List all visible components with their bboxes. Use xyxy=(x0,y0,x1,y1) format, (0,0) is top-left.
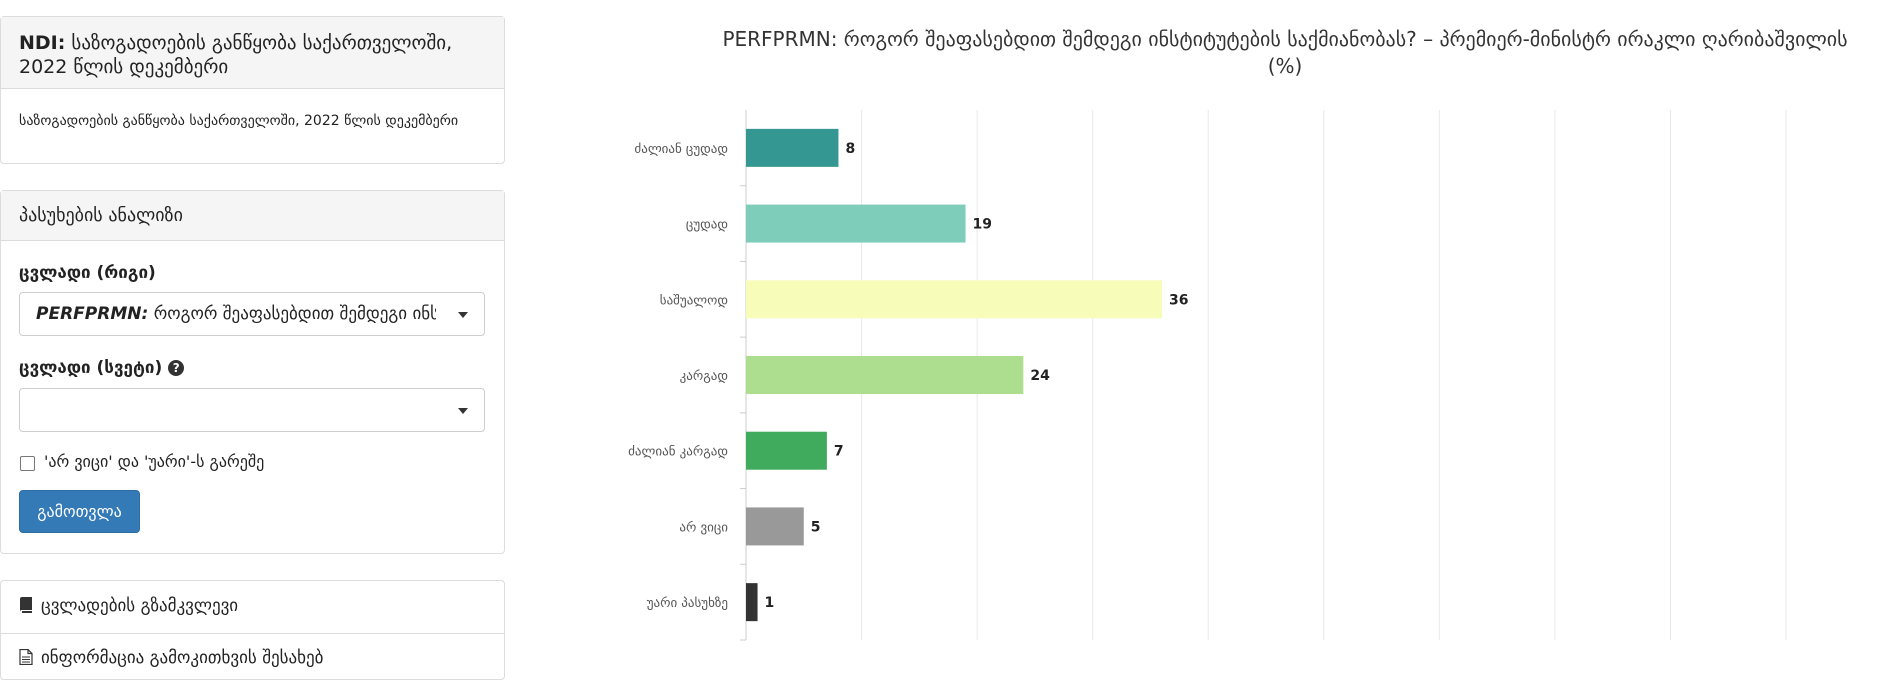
category-label: არ ვიცი xyxy=(679,520,728,535)
row-variable-text: როგორ შეაფასებდით შემდეგი ინსტიტ xyxy=(153,304,436,324)
row-variable-select[interactable]: PERFPRMN: როგორ შეაფასებდით შემდეგი ინსტ… xyxy=(19,292,485,336)
exclude-dk-ra-checkbox[interactable] xyxy=(20,456,35,471)
category-label: ცუდად xyxy=(686,218,728,233)
category-label: უარი პასუხზე xyxy=(647,596,728,611)
divider xyxy=(1,633,504,634)
bar-5 xyxy=(746,507,804,546)
question-circle-icon[interactable]: ? xyxy=(168,360,185,376)
survey-title: NDI: საზოგადოების განწყობა საქართველოში,… xyxy=(1,17,504,89)
chart-title: PERFPRMN: როგორ შეაფასებდით შემდეგი ინსტ… xyxy=(722,27,1848,78)
survey-subtitle: საზოგადოების განწყობა საქართველოში, 2022… xyxy=(19,113,459,129)
survey-info-panel: NDI: საზოგადოების განწყობა საქართველოში,… xyxy=(0,16,505,164)
book-icon xyxy=(20,597,32,613)
data-label: 5 xyxy=(811,519,821,535)
column-variable-select[interactable] xyxy=(19,388,485,432)
data-label: 8 xyxy=(845,141,855,157)
calculate-button[interactable]: გამოთვლა xyxy=(19,490,140,533)
column-variable-label-row: ცვლადი (სვეტი)? xyxy=(19,358,185,378)
bar-3 xyxy=(746,356,1024,394)
category-label: ძალიან ცუდად xyxy=(634,142,728,157)
data-label: 1 xyxy=(765,595,775,611)
sidebar: NDI: საზოგადოების განწყობა საქართველოში,… xyxy=(0,0,505,680)
data-label: 7 xyxy=(834,444,844,460)
bar-6 xyxy=(746,583,758,622)
codebook-link[interactable]: ცვლადების გზამკვლევი xyxy=(19,596,238,616)
data-label: 36 xyxy=(1169,292,1188,308)
survey-info-link-label: ინფორმაცია გამოკითხვის შესახებ xyxy=(41,648,324,668)
category-label: საშუალოდ xyxy=(660,293,728,308)
survey-title-prefix: NDI: xyxy=(19,32,66,54)
bar-2 xyxy=(746,280,1162,319)
row-variable-code: PERFPRMN: xyxy=(36,304,149,324)
column-variable-label: ცვლადი (სვეტი) xyxy=(19,358,163,378)
analysis-header: პასუხების ანალიზი xyxy=(1,191,504,241)
links-panel xyxy=(0,580,505,680)
row-variable-label: ცვლადი (რიგი) xyxy=(19,263,156,283)
codebook-link-label: ცვლადების გზამკვლევი xyxy=(41,596,239,616)
bar-chart: ძალიან ცუდად 8 ცუდად 19 საშუალოდ 36 კარგად 24 ძა… xyxy=(628,110,1787,641)
row-variable-value: PERFPRMN: როგორ შეაფასებდით შემდეგი ინსტ… xyxy=(36,304,436,324)
caret-down-icon xyxy=(458,408,468,414)
category-label: ძალიან კარგად xyxy=(628,445,728,460)
chart-area: PERFPRMN: როგორ შეაფასებდით შემდეგი ინსტ… xyxy=(560,0,1877,667)
caret-down-icon xyxy=(458,312,468,318)
category-label: კარგად xyxy=(680,369,728,384)
bar-0 xyxy=(746,128,839,167)
data-label: 24 xyxy=(1030,368,1050,384)
data-label: 19 xyxy=(973,217,992,233)
exclude-dk-ra-label[interactable]: 'არ ვიცი' და 'უარი'-ს გარეშე xyxy=(44,452,265,471)
file-icon xyxy=(19,649,33,665)
survey-info-link[interactable]: ინფორმაცია გამოკითხვის შესახებ xyxy=(19,648,323,668)
survey-title-text: საზოგადოების განწყობა საქართველოში, 2022… xyxy=(19,32,453,78)
bar-4 xyxy=(746,431,827,470)
bar-1 xyxy=(746,204,966,243)
